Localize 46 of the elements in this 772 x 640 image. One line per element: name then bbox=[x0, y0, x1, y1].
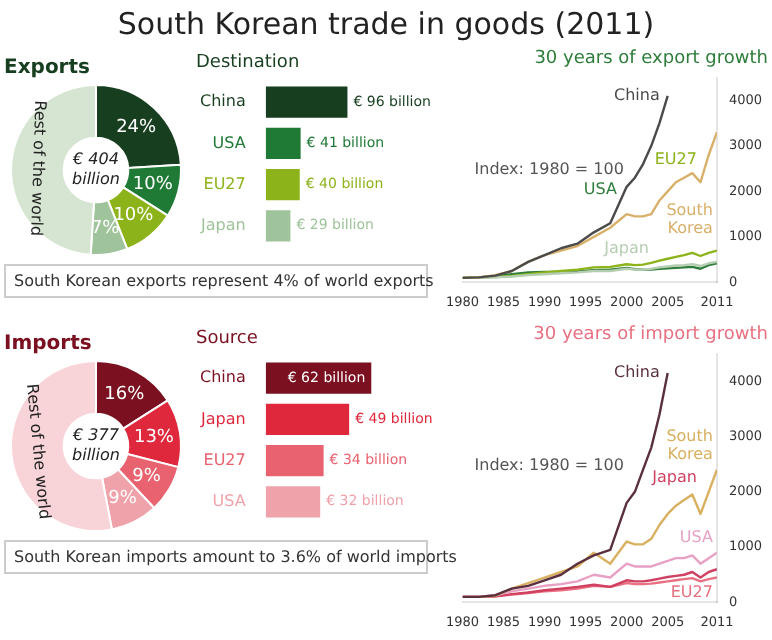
text: USA bbox=[583, 180, 618, 199]
y-tick-label: Japan bbox=[199, 215, 246, 234]
bar bbox=[265, 210, 291, 242]
bar bbox=[265, 168, 300, 201]
bar bbox=[265, 86, 348, 118]
series-label: South Korea bbox=[666, 426, 714, 463]
series-label: China bbox=[613, 363, 660, 382]
data-label: 9% bbox=[108, 488, 138, 509]
series-label: Japan bbox=[602, 239, 649, 258]
chart-title: 30 years of import growth bbox=[533, 325, 768, 346]
y-tick-label: Japan bbox=[199, 409, 246, 428]
text: € 404 billion bbox=[71, 150, 120, 189]
bar bbox=[265, 444, 324, 477]
y-tick-label: China bbox=[199, 368, 246, 387]
data-label: 16% bbox=[104, 385, 146, 406]
bar bbox=[265, 486, 321, 518]
y-tick-label: EU27 bbox=[203, 450, 246, 469]
data-label: 9% bbox=[132, 466, 162, 487]
chart-title: Source bbox=[196, 329, 259, 350]
data-label: 13% bbox=[133, 427, 175, 448]
chart-title: Imports bbox=[4, 333, 92, 356]
text: South Korean trade in goods (2011) bbox=[115, 6, 657, 42]
annotation: Index: 1980 = 100 bbox=[474, 159, 624, 178]
series-label: EU27 bbox=[670, 582, 713, 601]
y-tick-label: EU27 bbox=[203, 174, 246, 193]
text: South Korean exports represent 4% of world exports bbox=[4, 264, 434, 298]
data-label: 24% bbox=[116, 117, 158, 138]
data-label: 10% bbox=[132, 175, 174, 196]
chart-title: 30 years of export growth bbox=[534, 49, 768, 70]
text: EU27 bbox=[654, 149, 697, 168]
series-label: USA bbox=[679, 527, 714, 546]
y-tick-label: China bbox=[199, 92, 246, 111]
y-tick-label: USA bbox=[212, 133, 247, 152]
chart-title: Destination bbox=[196, 53, 300, 74]
bar bbox=[265, 127, 301, 160]
slice-label: Rest of the world bbox=[27, 100, 50, 237]
text: Japan bbox=[650, 468, 697, 487]
chart-subtitle: Exports bbox=[4, 57, 91, 80]
series-label: China bbox=[613, 85, 660, 104]
bar bbox=[265, 403, 350, 436]
y-tick-label: USA bbox=[212, 491, 247, 510]
text: South Korean imports amount to 3.6% of world imports bbox=[12, 546, 457, 570]
annotation: Index: 1980 = 100 bbox=[474, 455, 624, 474]
series-label: South Korea bbox=[666, 201, 714, 238]
text: € 377 billion bbox=[71, 426, 121, 465]
slice-label: Rest of the world bbox=[23, 382, 54, 520]
